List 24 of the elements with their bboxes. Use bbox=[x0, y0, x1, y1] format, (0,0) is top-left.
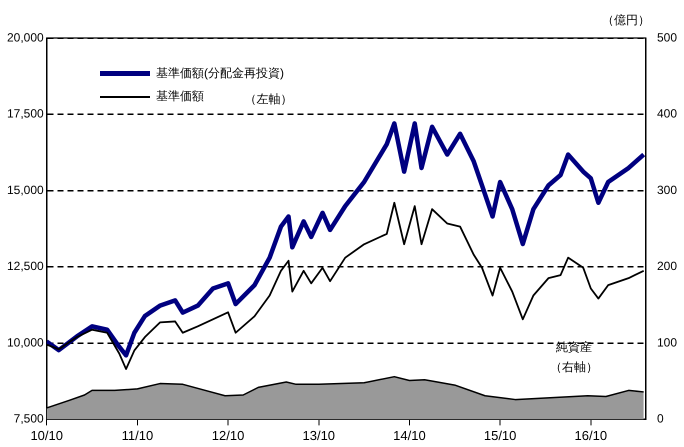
y2-tick-label: 500 bbox=[656, 30, 678, 44]
y2-tick-label: 400 bbox=[656, 106, 678, 121]
x-tick-label: 15/10 bbox=[484, 428, 516, 443]
y2-tick-label: 200 bbox=[656, 259, 678, 274]
x-tick-label: 12/10 bbox=[212, 428, 244, 443]
x-tick-label: 16/10 bbox=[574, 428, 608, 443]
y-tick-label: 17,500 bbox=[7, 106, 44, 121]
y-tick-label: 10,000 bbox=[7, 335, 44, 350]
y-tick-label: 20,000 bbox=[7, 30, 44, 44]
y2-tick-label: 100 bbox=[656, 335, 678, 350]
legend-label: 基準価額(分配金再投資) bbox=[156, 65, 284, 82]
x-tick-label: 13/10 bbox=[302, 428, 336, 443]
y-tick-label: 7,500 bbox=[14, 412, 44, 426]
x-tick-label: 14/10 bbox=[393, 428, 426, 443]
annotation: （左軸） bbox=[244, 92, 292, 106]
x-tick-label: 11/10 bbox=[122, 428, 154, 443]
x-tick-label: 10/10 bbox=[30, 428, 63, 443]
annotation: （右軸） bbox=[550, 360, 598, 374]
y-tick-label: 15,000 bbox=[7, 182, 44, 197]
legend-label: 基準価額 bbox=[156, 88, 204, 105]
y2-tick-label: 0 bbox=[656, 412, 664, 426]
y2-tick-label: 300 bbox=[656, 182, 678, 197]
y2-axis-title: （億円） bbox=[602, 13, 650, 27]
y-tick-label: 12,500 bbox=[7, 259, 44, 274]
